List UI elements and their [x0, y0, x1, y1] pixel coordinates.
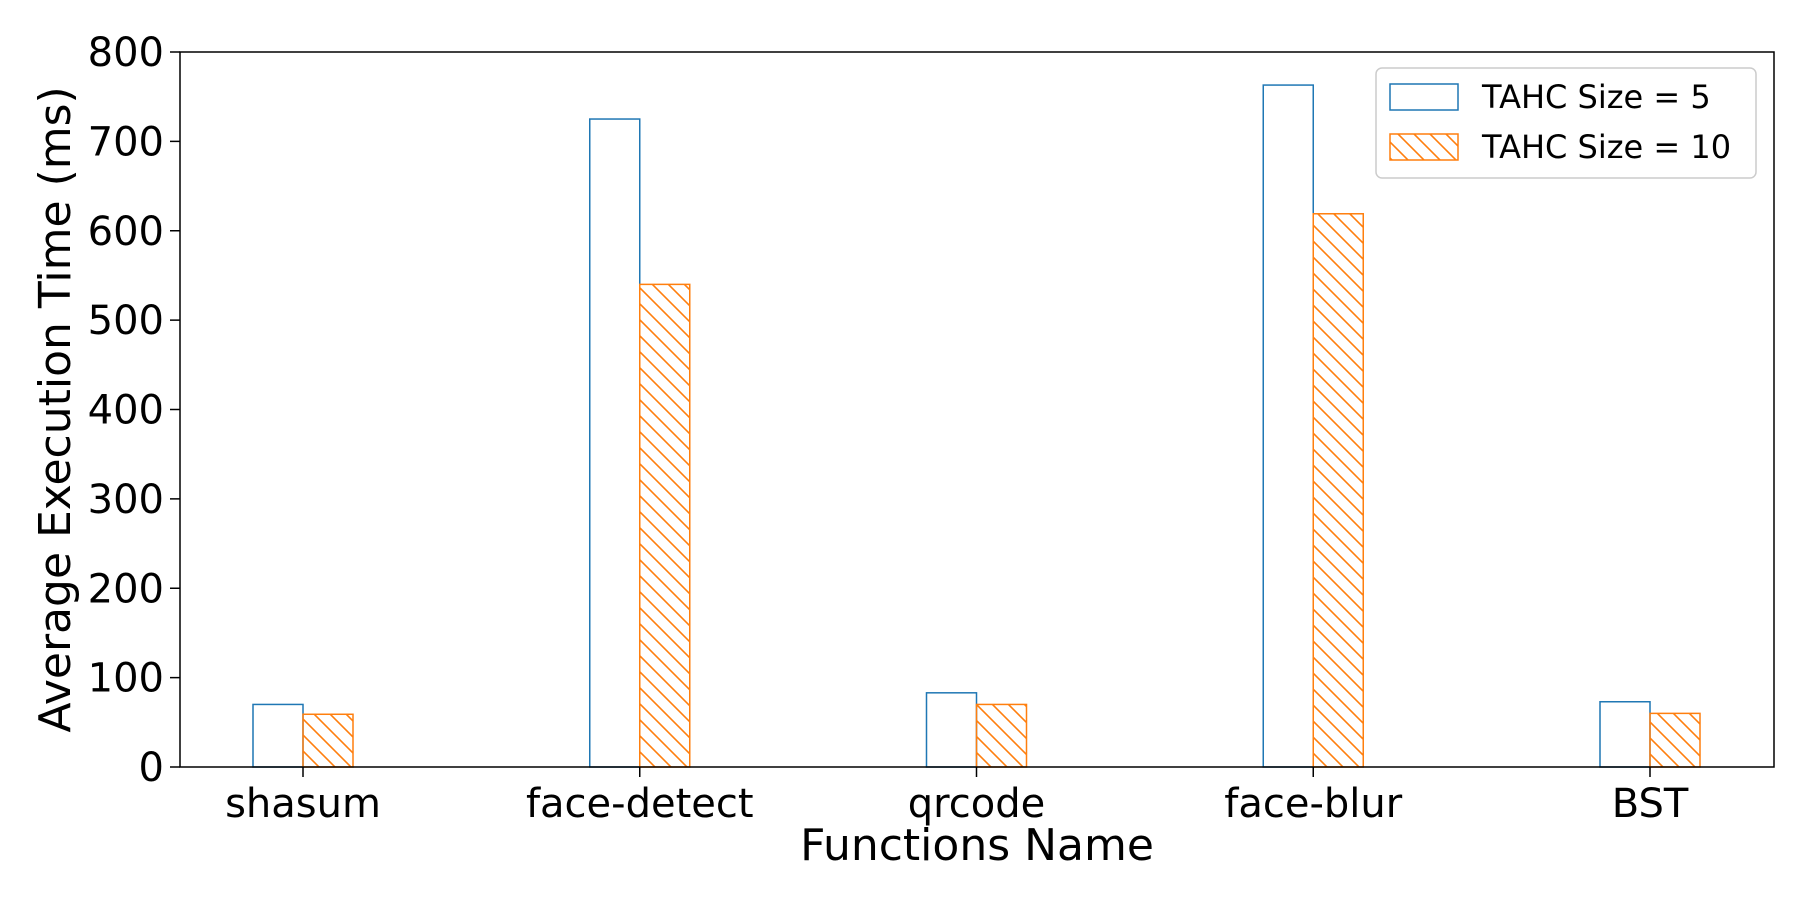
bar-shasum-series-2	[302, 713, 354, 768]
bar-BST-series-2	[1649, 712, 1701, 768]
legend-swatch-series-1	[1389, 83, 1459, 111]
bar-face-detect-series-1	[589, 118, 641, 768]
y-axis: 0 100 200 300 400 500 600 700 800	[88, 30, 180, 791]
legend-swatch-series-2	[1389, 133, 1459, 161]
legend-label-series-1: TAHC Size = 5	[1481, 78, 1711, 116]
bar-BST-series-1	[1599, 701, 1651, 768]
legend: TAHC Size = 5 TAHC Size = 10	[1375, 67, 1757, 179]
bar-face-detect-series-2	[639, 283, 691, 768]
y-tick-label: 100	[88, 656, 164, 702]
bar-qrcode-series-2	[975, 703, 1028, 768]
legend-label-series-2: TAHC Size = 10	[1481, 128, 1731, 166]
y-tick-label: 300	[88, 477, 164, 523]
bar-qrcode-series-1	[925, 692, 978, 768]
x-axis-title: Functions Name	[800, 820, 1154, 871]
legend-box	[1375, 67, 1757, 179]
y-tick-label: 600	[88, 209, 164, 255]
x-tick-label: qrcode	[908, 781, 1045, 827]
y-tick-label: 800	[88, 30, 164, 76]
x-tick-label: face-detect	[526, 781, 754, 827]
x-tick-label: shasum	[225, 781, 381, 827]
bar-face-blur-series-1	[1262, 84, 1314, 768]
y-tick-label: 400	[88, 388, 164, 434]
y-axis-title: Average Execution Time (ms)	[30, 86, 81, 732]
x-tick-label: face-blur	[1224, 781, 1402, 827]
y-tick-label: 0	[139, 745, 164, 791]
bar-face-blur-series-2	[1312, 213, 1364, 768]
y-tick-label: 500	[88, 298, 164, 344]
bars-layer	[252, 84, 1701, 768]
x-tick-label: BST	[1612, 781, 1689, 827]
bar-shasum-series-1	[252, 703, 304, 768]
x-axis: shasum face-detect qrcode face-blur BST	[225, 767, 1689, 827]
y-tick-label: 200	[88, 566, 164, 612]
y-tick-label: 700	[88, 119, 164, 165]
